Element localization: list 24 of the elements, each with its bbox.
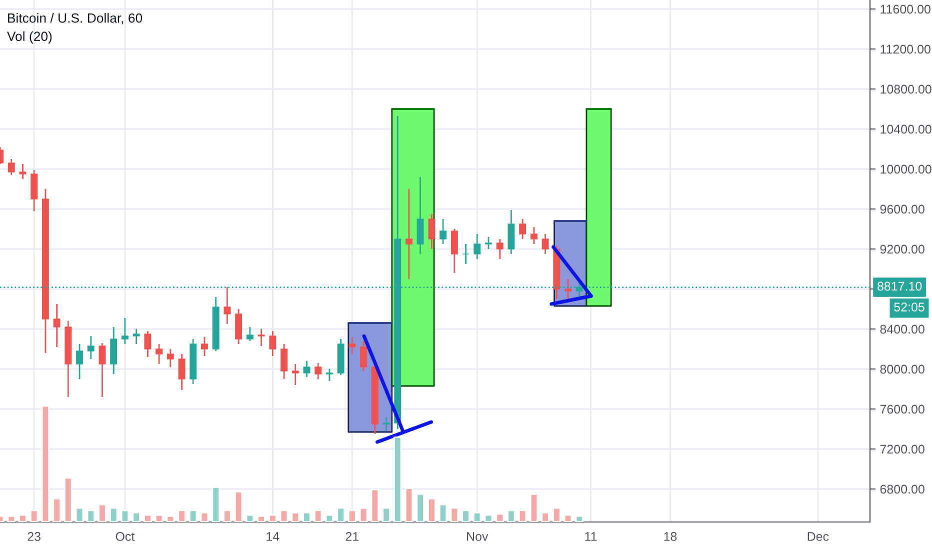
y-tick-label: 6800.00 (880, 484, 924, 494)
ref-line-label: 8817.10 (878, 282, 922, 291)
text: Vol (20) (7, 31, 52, 44)
y-tick-label: 7200.00 (880, 444, 924, 454)
y-tick-label: 10800.00 (880, 84, 932, 94)
x-tick-label: 21 (346, 532, 359, 541)
x-tick-label: 14 (266, 532, 280, 541)
x-tick-label: 23 (28, 532, 40, 541)
x-tick-label: Oct (116, 532, 135, 541)
x-tick-label: Nov (467, 532, 488, 541)
y-tick-label: 7600.00 (880, 404, 924, 414)
y-tick-label: 9600.00 (880, 204, 924, 214)
x-tick-label: 11 (585, 532, 597, 541)
y-tick-label: 10000.00 (880, 164, 932, 174)
y-tick-label: 9200.00 (880, 244, 924, 254)
y-tick-label: 11600.00 (880, 4, 930, 14)
text: Bitcoin / U.S. Dollar, 60 (8, 13, 142, 24)
y-tick-label: 8000.00 (880, 364, 924, 374)
y-tick-label: 8400.00 (880, 324, 924, 334)
x-tick-label: 18 (664, 532, 677, 541)
text: 52:05 (894, 302, 924, 312)
y-tick-label: 10400.00 (880, 124, 932, 134)
x-tick-label: Dec (808, 532, 829, 541)
y-tick-label: 11200.00 (880, 44, 930, 54)
